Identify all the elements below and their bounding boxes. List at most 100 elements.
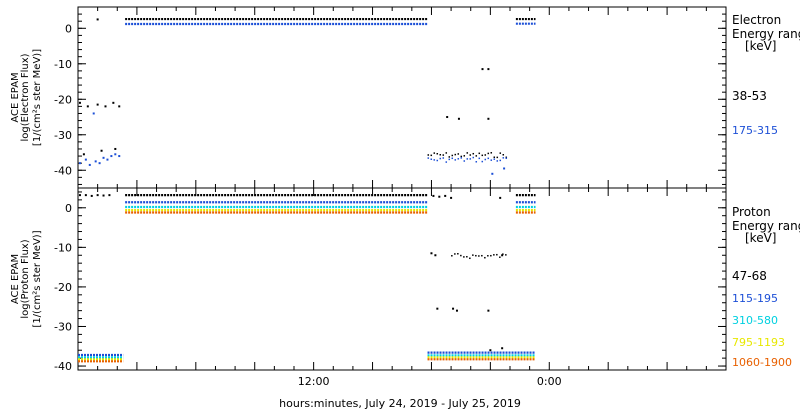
proton-data-point (460, 254, 462, 257)
electron-data-point (439, 157, 442, 160)
proton-data-point (450, 196, 453, 199)
electron-data-point (112, 101, 115, 104)
electron-data-point (454, 153, 457, 156)
electron-data-point (78, 101, 81, 104)
electron-data-point (448, 156, 451, 158)
electron-data-point (436, 159, 439, 162)
proton-y-tick-label: -30 (54, 320, 72, 333)
electron-data-point (487, 157, 490, 160)
proton-data-point (454, 253, 456, 255)
electron-data-point (88, 163, 91, 166)
electron-y-tick-label: -10 (54, 58, 72, 71)
proton-data-point (501, 347, 504, 350)
proton-legend-title: [keV] (745, 231, 776, 245)
electron-data-point (102, 156, 105, 159)
electron-data-point (446, 116, 449, 119)
proton-data-point (430, 252, 433, 255)
proton-data-point (432, 194, 435, 197)
electron-data-point (499, 152, 502, 154)
proton-legend-entry: 795-1193 (732, 336, 785, 349)
proton-legend-title: Proton (732, 205, 771, 219)
proton-data-point (496, 253, 498, 256)
proton-ylabel-line: ACE EPAM (10, 254, 21, 304)
proton-data-point (463, 256, 465, 258)
electron-data-point (430, 154, 433, 157)
electron-data-point (503, 167, 506, 170)
electron-data-point (481, 160, 484, 163)
electron-y-tick-label: -30 (54, 129, 72, 142)
electron-data-point (469, 158, 472, 160)
x-tick-label: 0:00 (537, 375, 562, 388)
proton-y-tick-label: -20 (54, 281, 72, 294)
electron-legend-title: Energy range (732, 27, 800, 41)
electron-data-point (491, 172, 494, 175)
proton-data-point (501, 254, 504, 257)
electron-data-point (487, 117, 490, 120)
proton-data-point (489, 349, 492, 352)
electron-data-point (427, 154, 430, 156)
proton-data-point (84, 194, 87, 197)
electron-data-point (463, 160, 466, 162)
proton-data-point (478, 255, 480, 257)
electron-data-point (490, 152, 493, 154)
electron-data-point (496, 160, 499, 162)
electron-data-point (493, 158, 496, 160)
electron-data-point (469, 154, 472, 156)
proton-data-point (475, 254, 477, 257)
electron-legend-title: [keV] (745, 39, 776, 53)
electron-data-point (505, 156, 508, 159)
electron-data-point (457, 158, 460, 160)
electron-data-point (78, 162, 81, 165)
proton-data-point (102, 194, 105, 197)
electron-data-point (505, 157, 508, 160)
electron-legend-entry: 38-53 (732, 89, 767, 103)
proton-data-point (493, 254, 495, 256)
proton-legend-title: Energy range (732, 219, 800, 233)
proton-data-point (484, 256, 486, 259)
electron-data-point (96, 18, 99, 21)
electron-data-point (104, 105, 107, 108)
electron-y-tick-label: -40 (54, 164, 72, 177)
proton-data-point (457, 252, 459, 255)
proton-y-tick-label: -40 (54, 360, 72, 373)
proton-ylabel-line: log(Proton Flux) (20, 239, 31, 318)
electron-data-point (481, 154, 484, 157)
electron-data-point (86, 105, 89, 108)
proton-data-point (438, 195, 441, 198)
electron-data-point (98, 162, 101, 165)
x-tick-label: 12:00 (298, 375, 330, 388)
proton-data-point (466, 255, 468, 258)
electron-data-point (499, 159, 502, 162)
electron-data-point (466, 152, 469, 154)
electron-data-point (442, 154, 445, 156)
proton-data-point (108, 194, 111, 197)
electron-data-point (460, 157, 463, 159)
electron-data-point (94, 160, 97, 163)
electron-data-point (502, 154, 505, 156)
electron-data-point (493, 156, 496, 158)
electron-data-point (502, 157, 505, 159)
proton-ylabel-line: [1/(cm²s ster MeV)] (32, 230, 43, 327)
electron-plot-frame (77, 6, 727, 189)
proton-data-point (436, 307, 439, 310)
proton-data-point (487, 255, 489, 257)
proton-data-point (78, 194, 81, 197)
proton-y-tick-label: 0 (65, 202, 72, 215)
x-axis-title: hours:minutes, July 24, 2019 - July 25, … (279, 397, 521, 410)
electron-data-point (472, 156, 475, 159)
electron-data-point (114, 153, 117, 156)
electron-data-point (433, 152, 436, 154)
electron-data-point (118, 105, 121, 108)
electron-data-point (484, 158, 487, 161)
electron-data-point (82, 153, 85, 156)
proton-legend-entry: 1060-1900 (732, 356, 792, 369)
proton-data-point (455, 309, 458, 312)
proton-data-point (451, 255, 453, 257)
electron-data-point (84, 158, 87, 161)
electron-data-point (92, 112, 95, 115)
proton-data-point (490, 254, 492, 257)
electron-data-point (114, 147, 117, 150)
proton-data-point (502, 253, 504, 255)
proton-data-point (487, 309, 490, 312)
